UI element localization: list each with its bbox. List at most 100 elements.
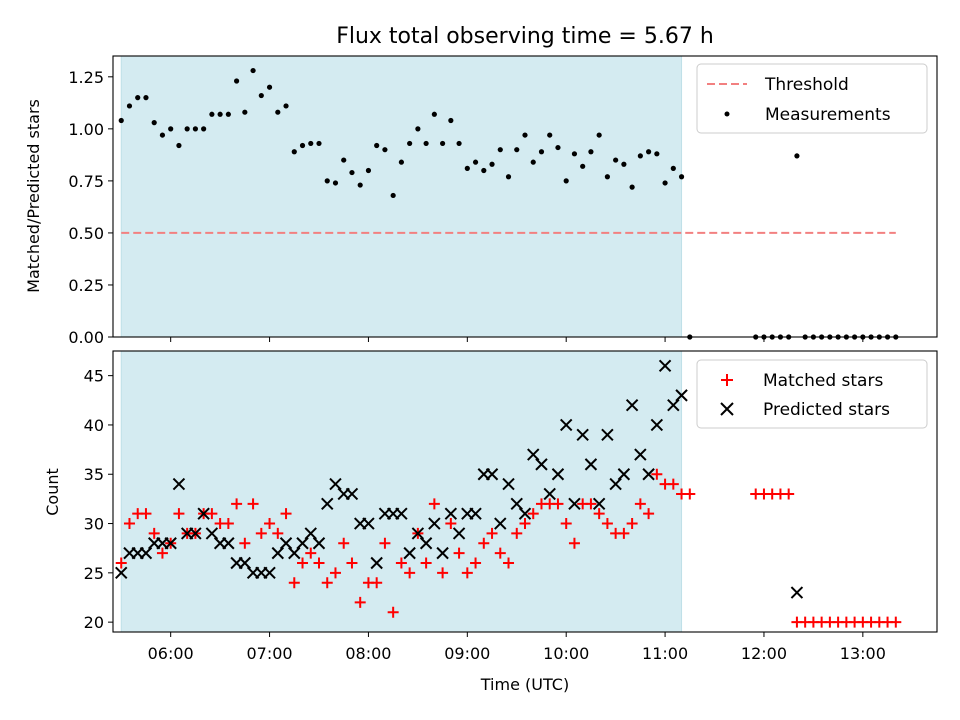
predicted-star-point xyxy=(304,527,317,540)
predicted-star-point xyxy=(189,527,202,540)
measurement-point xyxy=(283,103,289,109)
predicted-star-point xyxy=(658,359,672,372)
top-legend: Threshold Measurements xyxy=(696,63,928,134)
measurement-point xyxy=(794,153,800,159)
measurement-point xyxy=(456,140,462,147)
matched-star-point xyxy=(684,488,696,500)
predicted-star-point xyxy=(403,546,416,560)
measurement-point xyxy=(580,163,586,169)
predicted-star-point xyxy=(444,507,458,520)
matched-star-point xyxy=(115,557,127,569)
matched-star-point xyxy=(222,518,234,530)
predicted-star-point xyxy=(518,507,532,520)
measurement-point xyxy=(547,132,553,138)
predicted-star-point xyxy=(238,556,252,570)
matched-star-point xyxy=(313,557,325,569)
measurement-point xyxy=(308,140,314,147)
predicted-star-point xyxy=(205,527,219,540)
measurement-point xyxy=(604,174,611,180)
predicted-star-point xyxy=(625,399,639,412)
measurement-point xyxy=(143,95,149,101)
matched-star-point xyxy=(494,547,506,559)
predicted-star-point xyxy=(494,517,507,530)
bottom-axes-frame xyxy=(112,350,938,633)
matched-star-point xyxy=(437,567,449,579)
measurement-point xyxy=(646,149,652,155)
y-tick-label: 30 xyxy=(84,515,104,534)
measurement-point xyxy=(341,157,347,163)
predicted-star-point xyxy=(485,468,499,481)
measurement-point xyxy=(538,149,545,155)
bottom-panel: 20 25 30 35 40 45 06:00 07:00 08:00 09:00 10:00 11… xyxy=(43,350,938,694)
matched-star-point xyxy=(667,478,679,490)
bottom-y-ticks: 20 25 30 35 40 45 xyxy=(84,367,113,632)
bottom-predicted-layer xyxy=(115,359,804,599)
matched-star-point xyxy=(890,616,902,628)
observing-window-shade xyxy=(120,55,683,338)
matched-star-point xyxy=(527,508,539,520)
measurement-point xyxy=(234,78,240,84)
measurement-point xyxy=(374,142,380,149)
bottom-matched-layer xyxy=(115,468,902,628)
predicted-star-point xyxy=(559,418,573,432)
matched-star-point xyxy=(453,547,465,559)
y-tick-label: 40 xyxy=(84,416,104,435)
legend-threshold-label: Threshold xyxy=(764,75,849,95)
legend-measurements-label: Measurements xyxy=(765,105,891,125)
x-tick-label: 08:00 xyxy=(345,644,391,663)
measurement-point xyxy=(563,178,569,184)
measurement-point xyxy=(497,147,503,153)
measurement-point xyxy=(637,153,643,159)
legend-predicted-swatch xyxy=(720,402,734,416)
matched-star-point xyxy=(428,498,440,510)
predicted-star-point xyxy=(642,468,655,481)
matched-star-point xyxy=(239,537,251,549)
measurement-point xyxy=(118,117,124,124)
x-tick-label: 12:00 xyxy=(741,644,787,663)
measurement-point xyxy=(522,132,528,138)
measurement-point xyxy=(530,159,536,165)
y-tick-label: 0.25 xyxy=(68,276,104,295)
y-tick-label: 1.00 xyxy=(68,120,104,139)
measurement-point xyxy=(151,120,157,126)
measurement-point xyxy=(629,184,635,190)
measurement-point xyxy=(415,126,421,132)
y-tick-label: 20 xyxy=(84,613,104,632)
y-tick-label: 25 xyxy=(84,564,104,583)
measurement-point xyxy=(275,109,281,115)
matched-star-point xyxy=(618,527,630,539)
measurement-point xyxy=(217,111,223,117)
measurement-point xyxy=(250,67,256,74)
matched-star-point xyxy=(395,557,407,569)
measurement-point xyxy=(431,111,437,117)
measurement-point xyxy=(505,174,512,180)
bottom-legend-box xyxy=(696,359,928,429)
x-tick-label: 10:00 xyxy=(543,644,589,663)
measurement-point xyxy=(365,167,372,174)
matched-star-point xyxy=(783,488,795,500)
matched-star-point xyxy=(321,577,333,589)
matched-star-point xyxy=(478,537,490,549)
predicted-star-point xyxy=(164,537,177,550)
predicted-star-point xyxy=(362,517,375,530)
matched-star-point xyxy=(272,527,284,539)
bottom-x-axis-label: Time (UTC) xyxy=(480,675,569,694)
matched-star-point xyxy=(651,468,663,480)
matched-star-point xyxy=(420,557,432,569)
legend-measurements-swatch xyxy=(724,111,730,117)
y-tick-label: 35 xyxy=(84,465,104,484)
matched-star-point xyxy=(231,498,243,510)
matched-star-point xyxy=(552,498,564,510)
measurement-point xyxy=(440,140,446,147)
measurement-point xyxy=(464,165,470,171)
y-tick-label: 45 xyxy=(84,367,104,386)
measurement-point xyxy=(407,140,413,147)
predicted-star-point xyxy=(609,477,622,491)
measurement-point xyxy=(555,144,561,151)
matched-star-point xyxy=(140,508,152,520)
matched-star-point xyxy=(173,508,185,520)
measurement-point xyxy=(662,180,668,186)
top-x-ticks xyxy=(170,337,864,342)
matched-star-point xyxy=(585,498,597,510)
predicted-star-point xyxy=(296,537,309,550)
